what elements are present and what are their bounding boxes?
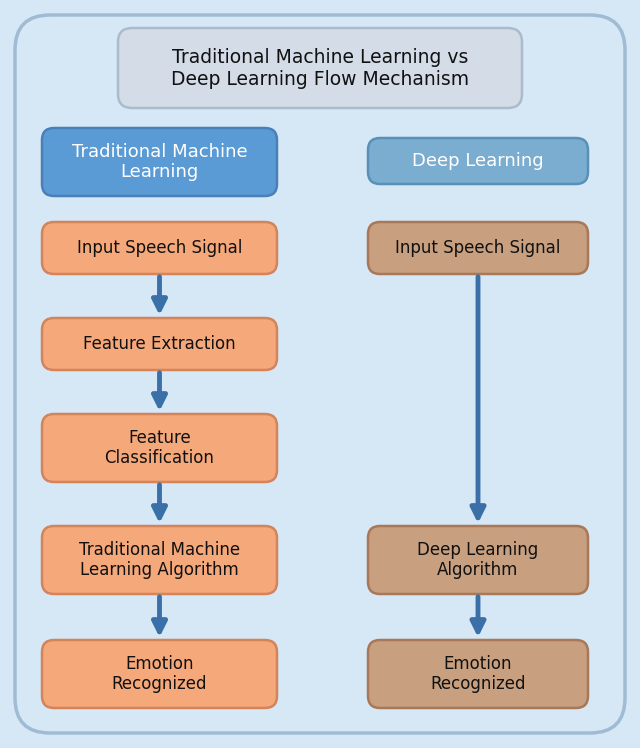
FancyBboxPatch shape (368, 640, 588, 708)
FancyBboxPatch shape (15, 15, 625, 733)
FancyBboxPatch shape (368, 526, 588, 594)
Text: Traditional Machine Learning vs
Deep Learning Flow Mechanism: Traditional Machine Learning vs Deep Lea… (171, 48, 469, 88)
FancyBboxPatch shape (42, 318, 277, 370)
Text: Feature Extraction: Feature Extraction (83, 335, 236, 353)
FancyBboxPatch shape (42, 222, 277, 274)
Text: Deep Learning: Deep Learning (412, 152, 544, 170)
FancyBboxPatch shape (368, 222, 588, 274)
Text: Emotion
Recognized: Emotion Recognized (112, 654, 207, 693)
FancyBboxPatch shape (42, 640, 277, 708)
Text: Deep Learning
Algorithm: Deep Learning Algorithm (417, 541, 539, 580)
FancyBboxPatch shape (42, 414, 277, 482)
Text: Feature
Classification: Feature Classification (104, 429, 214, 468)
Text: Emotion
Recognized: Emotion Recognized (430, 654, 525, 693)
FancyBboxPatch shape (118, 28, 522, 108)
Text: Input Speech Signal: Input Speech Signal (77, 239, 242, 257)
Text: Traditional Machine
Learning Algorithm: Traditional Machine Learning Algorithm (79, 541, 240, 580)
FancyBboxPatch shape (368, 138, 588, 184)
FancyBboxPatch shape (42, 526, 277, 594)
Text: Traditional Machine
Learning: Traditional Machine Learning (72, 143, 247, 182)
FancyBboxPatch shape (42, 128, 277, 196)
Text: Input Speech Signal: Input Speech Signal (396, 239, 561, 257)
